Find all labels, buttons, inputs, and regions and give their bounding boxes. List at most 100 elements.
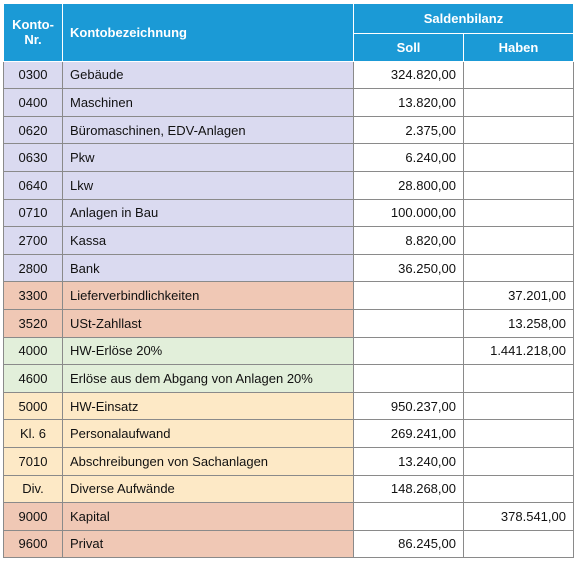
table-row: Div. Diverse Aufwände 148.268,00 — [3, 474, 574, 504]
table-row: 0400 Maschinen 13.820,00 — [3, 88, 574, 117]
konto-cell: 9000 — [3, 502, 63, 531]
table-row: 9600 Privat 86.245,00 — [3, 529, 574, 559]
table-row: 0710 Anlagen in Bau 100.000,00 — [3, 198, 574, 228]
header-text: Konto- — [12, 17, 54, 33]
haben-cell — [463, 364, 574, 393]
header-bezeichnung: Kontobezeichnung — [62, 3, 354, 62]
haben-cell — [463, 88, 574, 117]
header-haben: Haben — [463, 33, 574, 62]
soll-cell: 13.820,00 — [353, 88, 464, 117]
table-row: 7010 Abschreibungen von Sachanlagen 13.240… — [3, 446, 574, 476]
name-cell: HW-Erlöse 20% — [62, 336, 354, 366]
soll-cell: 100.000,00 — [353, 198, 464, 228]
name-cell: Maschinen — [62, 88, 354, 117]
name-cell: Lieferverbindlichkeiten — [62, 281, 354, 310]
haben-cell — [463, 474, 574, 504]
konto-cell: 3300 — [3, 281, 63, 310]
konto-cell: 0630 — [3, 143, 63, 172]
name-cell: Anlagen in Bau — [62, 198, 354, 228]
table-row: 2800 Bank 36.250,00 — [3, 253, 574, 283]
name-cell: HW-Einsatz — [62, 391, 354, 421]
soll-cell: 324.820,00 — [353, 60, 464, 90]
table-body: 0300 Gebäude 324.820,00 0400 Maschinen 13.820… — [3, 60, 574, 559]
konto-cell: 5000 — [3, 391, 63, 421]
name-cell: Büromaschinen, EDV-Anlagen — [62, 115, 354, 145]
konto-cell: 7010 — [3, 446, 63, 476]
haben-cell — [463, 170, 574, 200]
name-cell: USt-Zahllast — [62, 308, 354, 338]
haben-cell — [463, 198, 574, 228]
haben-cell — [463, 226, 574, 255]
konto-cell: 4000 — [3, 336, 63, 366]
soll-cell: 28.800,00 — [353, 170, 464, 200]
name-cell: Privat — [62, 529, 354, 559]
soll-cell: 148.268,00 — [353, 474, 464, 504]
konto-cell: 0640 — [3, 170, 63, 200]
konto-cell: 4600 — [3, 364, 63, 393]
soll-cell — [353, 336, 464, 366]
haben-cell — [463, 115, 574, 145]
table-row: 3300 Lieferverbindlichkeiten 37.201,00 — [3, 281, 574, 310]
haben-cell: 1.441.218,00 — [463, 336, 574, 366]
konto-cell: 0400 — [3, 88, 63, 117]
soll-cell: 13.240,00 — [353, 446, 464, 476]
table-row: 0640 Lkw 28.800,00 — [3, 170, 574, 200]
name-cell: Pkw — [62, 143, 354, 172]
soll-cell: 8.820,00 — [353, 226, 464, 255]
soll-cell: 6.240,00 — [353, 143, 464, 172]
soll-cell — [353, 308, 464, 338]
konto-cell: 2800 — [3, 253, 63, 283]
haben-cell — [463, 60, 574, 90]
table-row: 3520 USt-Zahllast 13.258,00 — [3, 308, 574, 338]
soll-cell: 36.250,00 — [353, 253, 464, 283]
konto-cell: Kl. 6 — [3, 419, 63, 448]
header-text: Nr. — [24, 32, 42, 48]
name-cell: Kapital — [62, 502, 354, 531]
konto-cell: 0300 — [3, 60, 63, 90]
soll-cell: 2.375,00 — [353, 115, 464, 145]
soll-cell — [353, 502, 464, 531]
haben-cell — [463, 529, 574, 559]
soll-cell: 86.245,00 — [353, 529, 464, 559]
name-cell: Lkw — [62, 170, 354, 200]
name-cell: Gebäude — [62, 60, 354, 90]
name-cell: Abschreibungen von Sachanlagen — [62, 446, 354, 476]
table-row: Kl. 6 Personalaufwand 269.241,00 — [3, 419, 574, 448]
name-cell: Bank — [62, 253, 354, 283]
balance-table: Konto- Nr. Kontobezeichnung Saldenbilanz … — [3, 3, 574, 559]
table-row: 5000 HW-Einsatz 950.237,00 — [3, 391, 574, 421]
name-cell: Personalaufwand — [62, 419, 354, 448]
konto-cell: 0620 — [3, 115, 63, 145]
soll-cell — [353, 364, 464, 393]
haben-cell: 37.201,00 — [463, 281, 574, 310]
soll-cell — [353, 281, 464, 310]
header-soll: Soll — [353, 33, 464, 62]
haben-cell — [463, 446, 574, 476]
name-cell: Diverse Aufwände — [62, 474, 354, 504]
table-row: 0300 Gebäude 324.820,00 — [3, 60, 574, 90]
haben-cell — [463, 391, 574, 421]
table-row: 9000 Kapital 378.541,00 — [3, 502, 574, 531]
table-row: 0630 Pkw 6.240,00 — [3, 143, 574, 172]
table-row: 2700 Kassa 8.820,00 — [3, 226, 574, 255]
table-row: 0620 Büromaschinen, EDV-Anlagen 2.375,00 — [3, 115, 574, 145]
haben-cell: 378.541,00 — [463, 502, 574, 531]
header-bilanz: Saldenbilanz — [353, 3, 574, 34]
name-cell: Erlöse aus dem Abgang von Anlagen 20% — [62, 364, 354, 393]
table-row: 4000 HW-Erlöse 20% 1.441.218,00 — [3, 336, 574, 366]
konto-cell: 3520 — [3, 308, 63, 338]
haben-cell: 13.258,00 — [463, 308, 574, 338]
konto-cell: 2700 — [3, 226, 63, 255]
konto-cell: 9600 — [3, 529, 63, 559]
header-konto: Konto- Nr. — [3, 3, 63, 62]
haben-cell — [463, 419, 574, 448]
haben-cell — [463, 253, 574, 283]
konto-cell: 0710 — [3, 198, 63, 228]
soll-cell: 269.241,00 — [353, 419, 464, 448]
konto-cell: Div. — [3, 474, 63, 504]
table-row: 4600 Erlöse aus dem Abgang von Anlagen 20… — [3, 364, 574, 393]
name-cell: Kassa — [62, 226, 354, 255]
soll-cell: 950.237,00 — [353, 391, 464, 421]
haben-cell — [463, 143, 574, 172]
